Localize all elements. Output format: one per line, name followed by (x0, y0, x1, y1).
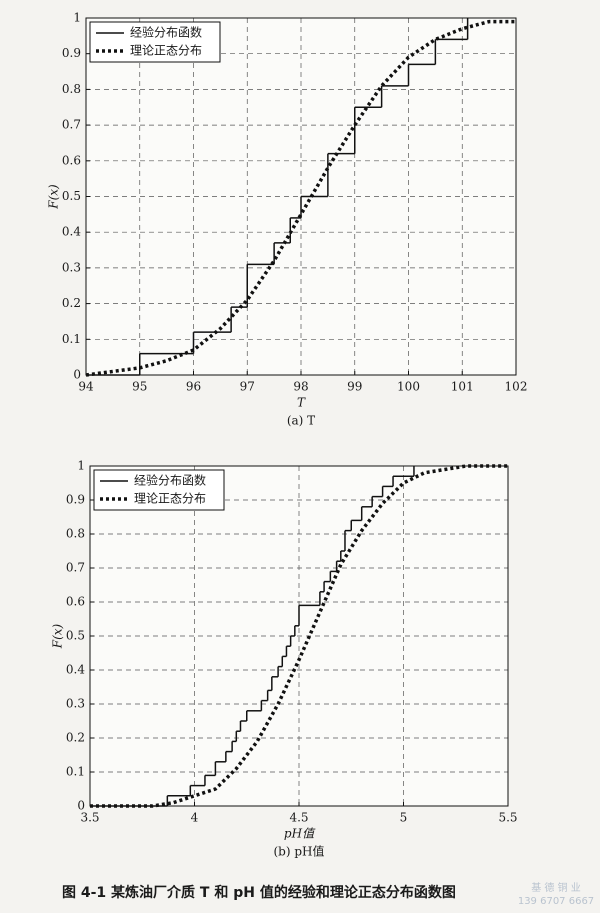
y-tick-label: 0.4 (66, 663, 85, 677)
chart-caption: (b) pH值 (273, 844, 324, 859)
x-tick-label: 5 (400, 811, 408, 825)
y-tick-label: 0.3 (62, 260, 81, 274)
x-tick-label: 95 (132, 380, 147, 394)
x-tick-label: 4.5 (289, 811, 308, 825)
y-axis-label: F(x) (47, 184, 61, 210)
y-tick-label: 0 (73, 368, 81, 382)
x-tick-label: 5.5 (498, 811, 517, 825)
y-tick-label: 0.6 (62, 153, 81, 167)
y-tick-label: 0.9 (62, 46, 81, 60)
x-tick-label: 100 (397, 380, 420, 394)
y-tick-label: 0.3 (66, 697, 85, 711)
x-tick-label: 98 (293, 380, 308, 394)
legend-box (89, 21, 221, 63)
x-axis-label: T (297, 396, 306, 410)
legend-label: 经验分布函数 (134, 473, 206, 488)
x-tick-label: 99 (347, 380, 362, 394)
y-tick-label: 1 (77, 459, 85, 473)
chart: 0 0.1 0.2 0.3 0.4 0.5 0.6 0.7 0.8 0.9 1 3.5 4 4.5 5 5.5… (51, 459, 518, 859)
x-tick-label: 101 (451, 380, 474, 394)
y-tick-label: 0.4 (62, 225, 81, 239)
y-tick-label: 1 (73, 11, 81, 25)
x-tick-label: 94 (78, 380, 94, 394)
x-tick-label: 97 (240, 380, 255, 394)
y-tick-label: 0.9 (66, 493, 85, 507)
chart: 0 0.1 0.2 0.3 0.4 0.5 0.6 0.7 0.8 0.9 1 94 95 96 97 98 9… (47, 11, 528, 428)
plot-frame (85, 17, 517, 376)
y-tick-label: 0.2 (62, 296, 81, 310)
legend-label: 理论正态分布 (130, 44, 202, 58)
y-tick-label: 0.6 (66, 595, 85, 609)
figure-caption: 图 4-1 某炼油厂介质 T 和 pH 值的经验和理论正态分布函数图 (62, 884, 456, 901)
y-tick-label: 0.7 (62, 118, 81, 132)
y-tick-label: 0.7 (66, 561, 85, 575)
legend-label: 理论正态分布 (134, 492, 206, 506)
legend-label: 经验分布函数 (130, 25, 202, 40)
plot-frame (89, 465, 509, 807)
y-axis-label: F(x) (51, 623, 65, 649)
x-tick-label: 4 (191, 811, 199, 825)
y-tick-label: 0.5 (66, 629, 85, 643)
watermark: 139 6707 6667 (518, 896, 594, 907)
y-tick-label: 0.1 (62, 332, 81, 346)
y-tick-label: 0.1 (66, 765, 85, 779)
chart-caption: (a) T (287, 414, 315, 428)
x-tick-label: 3.5 (80, 811, 99, 825)
y-tick-label: 0.5 (62, 189, 81, 203)
x-tick-label: 96 (186, 380, 201, 394)
watermark: 基 德 铜 业 (531, 881, 581, 894)
curve (85, 19, 516, 377)
legend-box (93, 469, 225, 511)
y-tick-label: 0.8 (62, 82, 81, 96)
x-axis-label: pH值 (284, 827, 316, 841)
y-tick-label: 0 (77, 799, 85, 813)
y-tick-label: 0.2 (66, 731, 85, 745)
y-tick-label: 0.8 (66, 527, 85, 541)
curve (90, 464, 508, 808)
x-tick-label: 102 (505, 380, 528, 394)
